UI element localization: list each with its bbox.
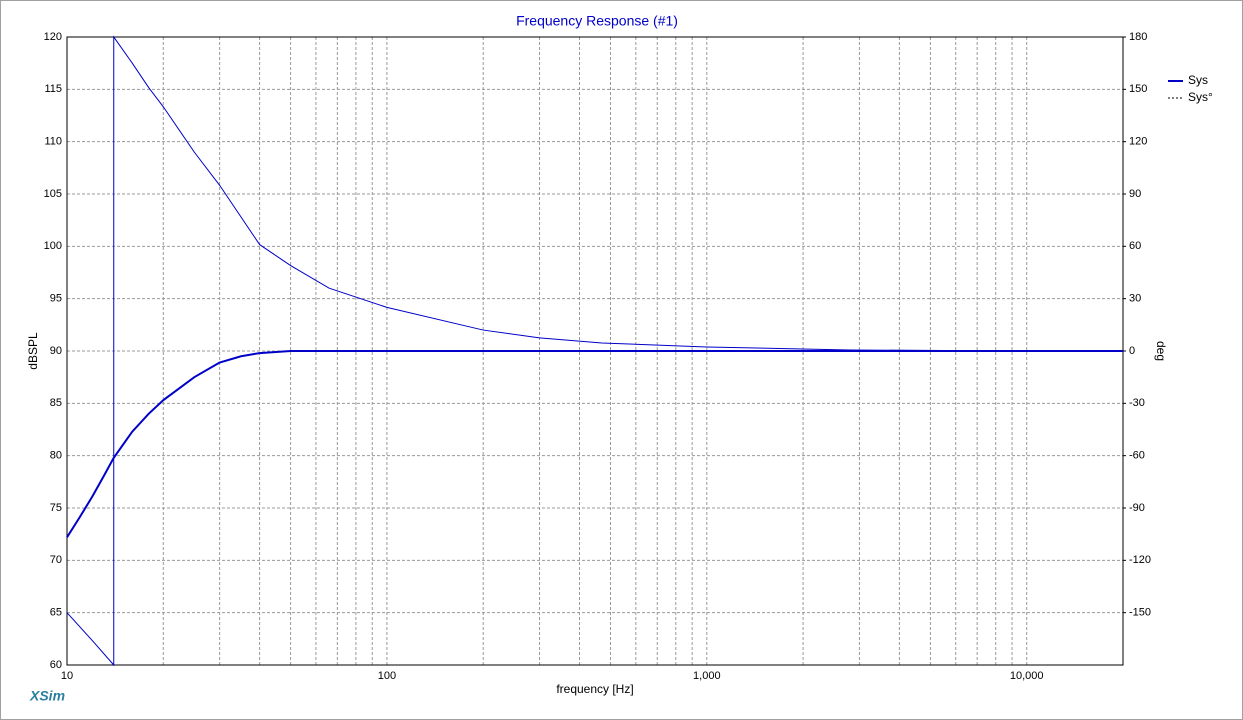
watermark: XSim bbox=[29, 688, 65, 704]
y-tick-label: 75 bbox=[50, 502, 62, 514]
y-tick-label: 85 bbox=[50, 397, 62, 409]
y2-tick-label: 30 bbox=[1129, 293, 1141, 305]
legend-label: Sys° bbox=[1188, 90, 1213, 104]
y2-tick-label: 60 bbox=[1129, 240, 1141, 252]
series-line bbox=[66, 35, 1123, 667]
y2-tick-label: -30 bbox=[1129, 397, 1145, 409]
legend-label: Sys bbox=[1188, 73, 1208, 87]
y-axis-label: dBSPL bbox=[26, 332, 40, 370]
y-tick-label: 105 bbox=[44, 188, 62, 200]
x-axis-label: frequency [Hz] bbox=[556, 682, 633, 696]
y-tick-label: 95 bbox=[50, 293, 62, 305]
x-tick-label: 10,000 bbox=[1010, 670, 1044, 682]
x-tick-label: 10 bbox=[61, 670, 73, 682]
y2-tick-label: 120 bbox=[1129, 136, 1147, 148]
y-tick-label: 120 bbox=[44, 31, 62, 43]
y-tick-label: 100 bbox=[44, 240, 62, 252]
y2-tick-label: 150 bbox=[1129, 83, 1147, 95]
x-tick-label: 1,000 bbox=[693, 670, 721, 682]
y2-tick-label: -60 bbox=[1129, 450, 1145, 462]
y2-tick-label: 180 bbox=[1129, 31, 1147, 43]
y-tick-label: 70 bbox=[50, 554, 62, 566]
y-tick-label: 110 bbox=[44, 136, 62, 148]
y-tick-label: 115 bbox=[44, 83, 62, 95]
y2-tick-label: 90 bbox=[1129, 188, 1141, 200]
y2-tick-label: 0 bbox=[1129, 345, 1135, 357]
y-tick-label: 80 bbox=[50, 450, 62, 462]
y2-tick-label: -90 bbox=[1129, 502, 1145, 514]
x-tick-label: 100 bbox=[378, 670, 396, 682]
y-tick-label: 65 bbox=[50, 607, 62, 619]
y-tick-label: 60 bbox=[50, 659, 62, 671]
y-tick-label: 90 bbox=[50, 345, 62, 357]
series-line bbox=[66, 350, 1123, 538]
y2-axis-label: deg bbox=[1154, 341, 1168, 361]
chart-title: Frequency Response (#1) bbox=[516, 13, 678, 29]
y2-tick-label: -150 bbox=[1129, 607, 1151, 619]
y2-tick-label: -120 bbox=[1129, 554, 1151, 566]
